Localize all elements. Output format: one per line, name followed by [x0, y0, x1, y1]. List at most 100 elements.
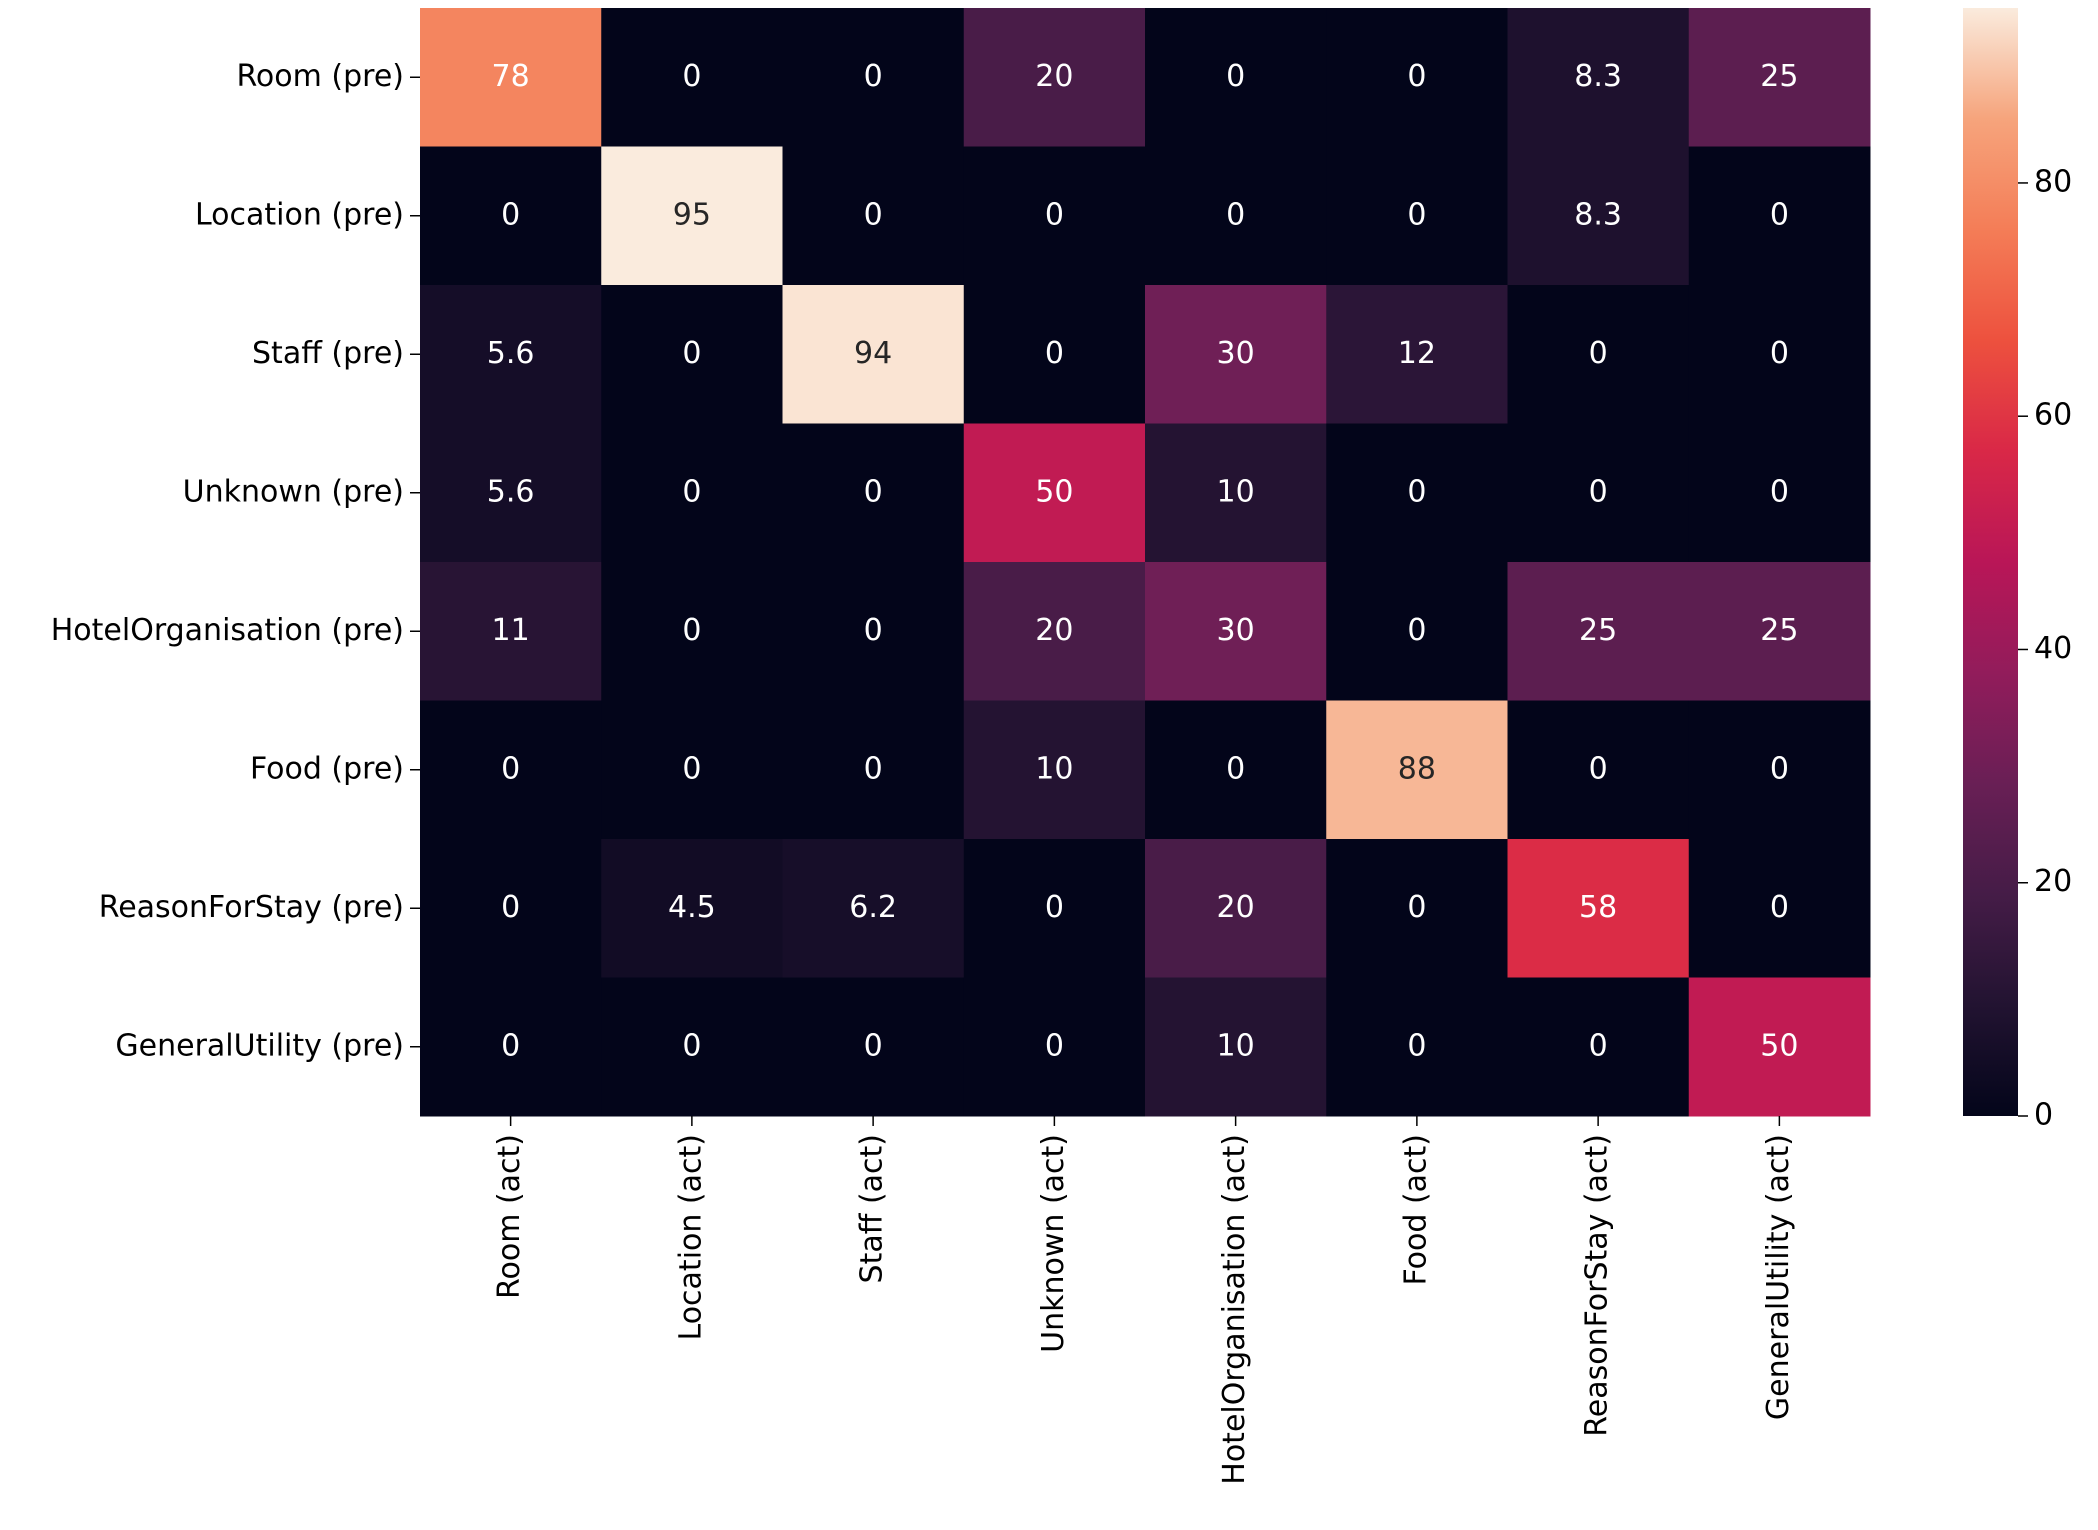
heatmap-cell [420, 700, 602, 840]
y-tick-label: Room (pre) [236, 59, 404, 94]
heatmap-cell [782, 977, 965, 1117]
x-tick-label: Staff (act) [855, 1134, 890, 1283]
x-tick-label: ReasonForStay (act) [1580, 1134, 1615, 1437]
heatmap-cell [1326, 8, 1508, 147]
heatmap-cell [420, 423, 602, 563]
cell-label: 95 [673, 197, 711, 232]
cell-label: 0 [1226, 197, 1245, 232]
heatmap-cell [601, 8, 783, 147]
cell-label: 0 [1770, 336, 1789, 371]
heatmap-cell [782, 146, 965, 286]
heatmap-cell [1326, 146, 1508, 286]
cell-label: 0 [864, 751, 883, 786]
cell-label: 0 [864, 197, 883, 232]
heatmap-cell [1688, 839, 1871, 978]
x-tick-label: Location (act) [673, 1134, 708, 1340]
heatmap-cell [1326, 285, 1508, 424]
heatmap-cell [1145, 423, 1327, 563]
cell-label: 0 [682, 336, 701, 371]
x-tick-label: Unknown (act) [1036, 1134, 1071, 1353]
heatmap-cell [1507, 8, 1690, 147]
cell-label: 0 [682, 751, 701, 786]
heatmap-cell [1688, 8, 1871, 147]
heatmap-cell [420, 285, 602, 424]
heatmap-cell [1145, 562, 1327, 701]
cell-label: 0 [1407, 474, 1426, 509]
cell-label: 0 [1407, 1028, 1426, 1063]
heatmap-cell [420, 8, 602, 147]
colorbar-tick-label: 80 [2034, 164, 2072, 199]
cell-label: 0 [501, 890, 520, 925]
heatmap-cell [601, 423, 783, 563]
heatmap-cell [963, 146, 1146, 286]
heatmap-cell [782, 285, 965, 424]
cell-label: 10 [1217, 474, 1255, 509]
y-tick-label: Location (pre) [195, 197, 404, 232]
cell-label: 0 [682, 474, 701, 509]
colorbar [1963, 8, 2018, 1116]
heatmap-cell [420, 977, 602, 1117]
heatmap-cell [1507, 977, 1690, 1117]
cell-label: 30 [1217, 613, 1255, 648]
heatmap-cell [420, 839, 602, 978]
cell-label: 78 [492, 59, 530, 94]
heatmap-cell [601, 977, 783, 1117]
heatmap-cell [1507, 839, 1690, 978]
colorbar-tick-label: 20 [2034, 864, 2072, 899]
y-tick-label: Unknown (pre) [183, 474, 404, 509]
cell-label: 0 [501, 197, 520, 232]
y-tick-label: Food (pre) [250, 751, 404, 786]
heatmap-cell [963, 839, 1146, 978]
heatmap-cell [1507, 285, 1690, 424]
heatmap-cell [1688, 562, 1871, 701]
x-tick-label: Food (act) [1398, 1134, 1433, 1286]
cell-label: 25 [1760, 59, 1798, 94]
cell-label: 0 [1770, 197, 1789, 232]
heatmap-cell [601, 285, 783, 424]
heatmap-cell [1145, 700, 1327, 840]
cell-label: 0 [682, 59, 701, 94]
heatmap-cell [1507, 700, 1690, 840]
cell-label: 25 [1579, 613, 1617, 648]
heatmap-cell [1145, 146, 1327, 286]
heatmap-cell [782, 8, 965, 147]
heatmap-cell [1326, 423, 1508, 563]
cell-label: 0 [1045, 197, 1064, 232]
cell-label: 50 [1035, 474, 1073, 509]
cell-label: 0 [864, 1028, 883, 1063]
cell-label: 10 [1035, 751, 1073, 786]
heatmap-cell [963, 8, 1146, 147]
heatmap-cell [1507, 423, 1690, 563]
heatmap-cell [601, 700, 783, 840]
heatmap-cell [1688, 423, 1871, 563]
heatmap-cell [1688, 977, 1871, 1117]
heatmap-cell [1145, 977, 1327, 1117]
cell-label: 10 [1217, 1028, 1255, 1063]
cell-label: 30 [1217, 336, 1255, 371]
heatmap-cell [782, 562, 965, 701]
heatmap-cell [1326, 562, 1508, 701]
heatmap-cell [1145, 285, 1327, 424]
heatmap-cell [1145, 8, 1327, 147]
cell-label: 0 [1770, 474, 1789, 509]
cell-label: 8.3 [1574, 197, 1622, 232]
cell-label: 4.5 [668, 890, 716, 925]
cell-label: 5.6 [487, 336, 535, 371]
heatmap-cell [601, 146, 783, 286]
heatmap-cell [782, 700, 965, 840]
heatmap-cell [782, 423, 965, 563]
cell-label: 0 [1770, 890, 1789, 925]
cell-label: 0 [1770, 751, 1789, 786]
heatmap-cell [1326, 977, 1508, 1117]
heatmap-cell [963, 423, 1146, 563]
x-tick-label: Room (act) [492, 1134, 527, 1299]
y-tick-label: Staff (pre) [252, 336, 404, 371]
cell-label: 0 [1407, 197, 1426, 232]
cell-label: 58 [1579, 890, 1617, 925]
cell-label: 0 [1045, 1028, 1064, 1063]
y-tick-label: ReasonForStay (pre) [99, 890, 404, 925]
heatmap-cell [601, 562, 783, 701]
cell-label: 0 [1589, 474, 1608, 509]
cell-label: 0 [1589, 336, 1608, 371]
cell-label: 25 [1760, 613, 1798, 648]
